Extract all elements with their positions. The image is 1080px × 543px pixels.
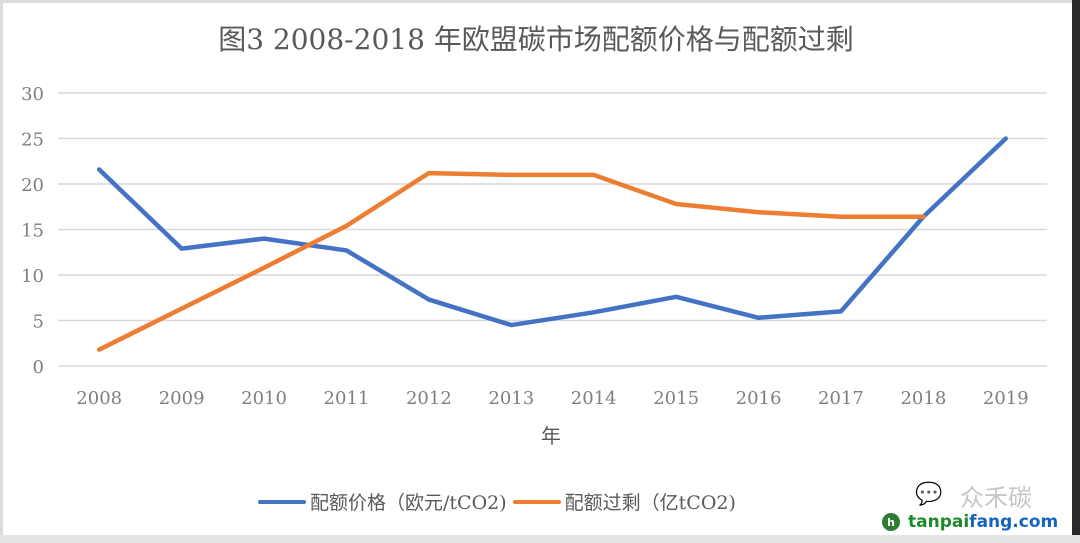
x-tick-label: 2018 [900,388,946,409]
x-axis-ticks: 2008 2009 2010 2011 2012 2013 2014 2015 2016 2017… [76,388,1028,409]
x-axis-label: 年 [541,424,561,448]
wechat-icon: 💬 [915,482,943,507]
legend-item-surplus: 配额过剩（亿tCO2) [512,488,736,515]
x-tick-label: 2017 [818,388,864,409]
series-line-0 [96,136,1009,328]
frame-shadow-bottom [0,535,1080,543]
y-axis-ticks: 0 5 10 15 20 25 30 [21,84,44,378]
y-tick-label: 0 [33,357,44,378]
chart-frame [0,0,1072,535]
site-logo-icon: h [882,513,900,531]
x-tick-label: 2012 [406,388,452,409]
legend: 配额价格（欧元/tCO2) 配额过剩（亿tCO2) [258,488,742,515]
y-tick-label: 25 [21,130,44,151]
x-tick-label: 2019 [983,388,1029,409]
x-tick-label: 2010 [241,388,287,409]
y-tick-label: 10 [21,266,44,287]
x-tick-label: 2009 [159,388,205,409]
y-tick-label: 5 [33,312,44,333]
x-tick-label: 2014 [571,388,617,409]
chart-title: 图3 2008-2018 年欧盟碳市场配额价格与配额过剩 [218,23,854,56]
watermark-brand: 众禾碳 [960,484,1032,512]
legend-label-price: 配额价格（欧元/tCO2) [310,492,507,514]
legend-swatch-surplus [512,499,561,504]
x-tick-label: 2015 [653,388,699,409]
gridlines [58,92,1047,367]
x-tick-label: 2008 [76,388,122,409]
watermark-text: 众禾碳 [960,478,1032,513]
x-tick-label: 2013 [488,388,534,409]
x-tick-label: 2016 [736,388,782,409]
y-tick-label: 15 [21,221,44,242]
legend-item-price: 配额价格（欧元/tCO2) [258,488,507,515]
legend-label-surplus: 配额过剩（亿tCO2) [564,492,736,514]
site-name-part1: tanpai [908,512,970,532]
frame-shadow-right [1072,0,1080,543]
y-tick-label: 30 [21,84,44,105]
site-name-part2: fang.com [969,512,1059,532]
y-tick-label: 20 [21,175,44,196]
legend-swatch-price [258,499,306,504]
series-lines [96,136,1009,352]
site-watermark: h tanpai fang.com [882,512,1058,532]
x-tick-label: 2011 [324,388,370,409]
